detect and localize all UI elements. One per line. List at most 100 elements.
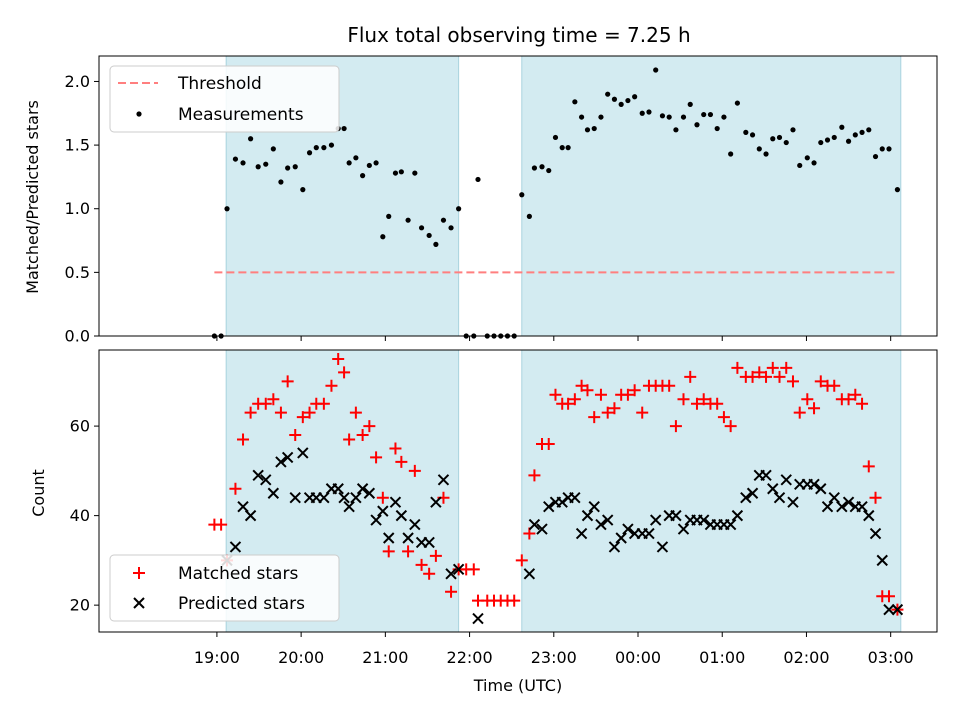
measurement-point: [353, 155, 359, 161]
matched-legend-label: Matched stars: [178, 564, 298, 584]
measurements-legend-swatch: [136, 111, 142, 117]
predicted-star-point: [746, 487, 759, 499]
predicted-star-point: [767, 483, 779, 495]
predicted-star-point: [536, 523, 548, 535]
matched-star-point: [402, 545, 415, 558]
measurement-point: [818, 139, 824, 146]
predicted-star-point: [275, 456, 287, 468]
measurement-point: [531, 165, 538, 171]
predicted-star-point: [780, 474, 792, 486]
x-tick-label: 19:00: [194, 648, 240, 667]
measurement-point: [440, 217, 447, 223]
matched-star-point: [349, 406, 362, 419]
measurement-point: [824, 137, 831, 143]
measurement-point: [687, 101, 693, 107]
matched-star-point: [801, 393, 814, 406]
measurement-point: [728, 151, 734, 157]
matched-star-point: [523, 527, 536, 540]
measurement-point: [845, 138, 852, 144]
matched-star-point: [382, 545, 395, 558]
predicted-star-point: [229, 541, 242, 553]
predicted-star-point: [430, 496, 442, 508]
predicted-star-point: [821, 500, 834, 513]
matched-star-point: [289, 429, 302, 442]
matched-star-point: [594, 388, 607, 401]
predicted-star-point: [528, 518, 541, 531]
top-y-tick-label: 1.5: [65, 136, 90, 155]
chart-title: Flux total observing time = 7.25 h: [347, 23, 690, 47]
measurement-point: [263, 161, 269, 167]
predicted-star-point: [244, 509, 257, 522]
matched-star-point: [780, 361, 793, 374]
predicted-star-point: [445, 568, 457, 580]
predicted-star-point: [731, 509, 744, 522]
measurement-point: [605, 91, 611, 97]
matched-star-point: [621, 388, 634, 401]
matched-star-point: [849, 388, 862, 401]
measurement-point: [341, 125, 347, 132]
measurement-point: [386, 213, 392, 219]
matched-star-point: [429, 549, 442, 562]
x-tick-label: 22:00: [447, 648, 493, 667]
predicted-star-point: [615, 532, 627, 544]
matched-star-point: [237, 433, 250, 446]
measurement-point: [625, 97, 631, 104]
matched-star-point: [862, 460, 875, 473]
matched-star-point: [814, 375, 827, 388]
measurement-point: [426, 232, 432, 239]
matched-star-point: [395, 455, 408, 468]
predicted-star-point: [581, 509, 594, 522]
predicted-star-point: [836, 500, 848, 513]
predicted-star-point: [523, 568, 536, 580]
measurement-point: [859, 129, 865, 135]
predicted-star-point: [608, 541, 621, 553]
matched-star-point: [760, 370, 773, 383]
measurement-point: [565, 145, 571, 151]
measurement-point: [448, 225, 454, 231]
matched-star-point: [549, 388, 562, 401]
matched-star-point: [690, 397, 703, 410]
predicted-star-point: [760, 469, 772, 482]
measurement-point: [292, 164, 298, 170]
predicted-star-point: [370, 514, 382, 526]
matched-star-point: [773, 370, 786, 383]
predicted-star-point: [389, 496, 402, 508]
measurement-point: [433, 241, 439, 247]
predicted-star-point: [260, 474, 272, 486]
measurement-point: [559, 145, 565, 151]
measurement-point: [743, 129, 749, 135]
predicted-star-point: [543, 500, 555, 513]
matched-star-point: [415, 558, 428, 571]
predicted-star-point: [698, 514, 710, 526]
measurement-point: [797, 162, 803, 169]
matched-star-point: [445, 585, 458, 598]
measurement-point: [632, 94, 638, 100]
matched-star-point: [711, 397, 724, 410]
measurement-point: [475, 176, 481, 183]
measurement-point: [360, 173, 366, 179]
top-legend-box: [109, 65, 340, 133]
matched-star-point: [601, 406, 614, 419]
bottom-panel: 20 40 60 19:00 20:00 21:00 22:00 23:00 00:00 01:0…: [70, 349, 938, 667]
measurement-point: [872, 153, 879, 160]
bottom-plot-frame: [98, 349, 938, 633]
x-tick-label: 20:00: [278, 648, 324, 667]
matched-star-point: [581, 384, 594, 397]
matched-star-point: [856, 397, 869, 410]
x-tick-label: 01:00: [699, 648, 745, 667]
matched-star-point: [766, 361, 779, 374]
matched-star-point: [663, 379, 676, 392]
measurement-point: [546, 167, 552, 174]
measurement-point: [306, 150, 313, 156]
measurement-point: [380, 234, 386, 240]
measurement-point: [811, 160, 817, 166]
matched-star-point: [568, 393, 581, 406]
matched-star-point: [588, 411, 601, 424]
predicted-star-point: [891, 603, 904, 616]
matched-star-point: [542, 438, 555, 450]
measurement-point: [278, 179, 284, 185]
measurement-point: [418, 225, 425, 231]
measurement-point: [321, 145, 327, 151]
measurement-point: [694, 122, 700, 128]
matched-star-point: [467, 563, 480, 576]
